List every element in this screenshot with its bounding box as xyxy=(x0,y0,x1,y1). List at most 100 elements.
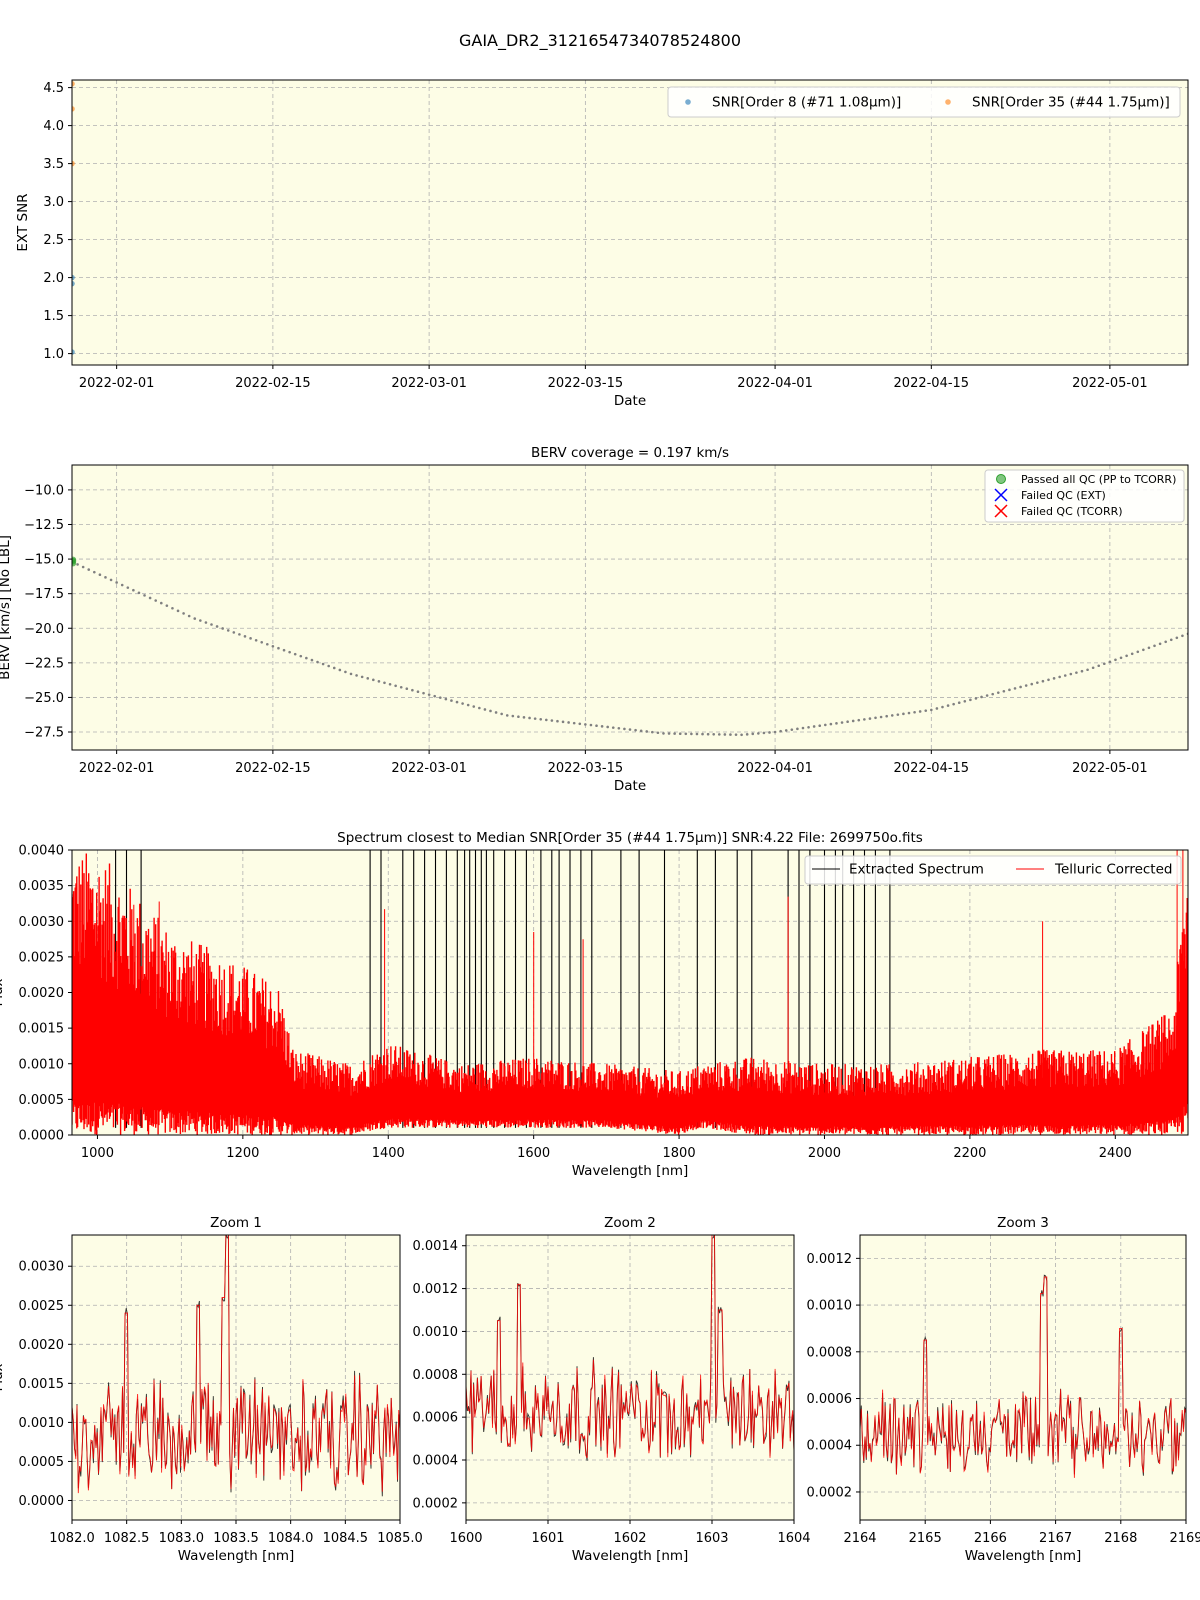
berv-curve-dot xyxy=(768,731,771,734)
berv-curve-dot xyxy=(885,714,888,718)
zoom1-ytick-label: 0.0015 xyxy=(19,1377,65,1392)
berv-curve-dot xyxy=(611,726,615,729)
berv-curve-dot xyxy=(511,714,515,718)
zoom2-panel: 1600 1601 1602 1603 1604 0.0002 0.0004 0.0006 0.… xyxy=(413,1215,811,1564)
berv-curve-dot xyxy=(695,732,699,736)
snr-marks xyxy=(72,81,75,355)
berv-curve-dot xyxy=(517,715,520,718)
berv-curve-dot xyxy=(796,727,799,731)
berv-curve-dot xyxy=(578,722,582,726)
berv-curve-dot xyxy=(980,695,983,699)
zoom2-xtick-label: 1600 xyxy=(449,1531,482,1546)
berv-curve-dot xyxy=(349,672,353,676)
berv-curve-dot xyxy=(762,731,766,735)
spectrum-ytick-label: 0.0000 xyxy=(19,1129,65,1144)
berv-curve-dot xyxy=(372,678,375,682)
berv-curve-dot xyxy=(193,617,197,620)
berv-curve-dot xyxy=(115,581,118,584)
berv-curve-dot xyxy=(952,702,955,706)
berv-curve-dot xyxy=(723,733,727,736)
zoom3-ytick-label: 0.0006 xyxy=(807,1392,853,1407)
berv-legend-label: Passed all QC (PP to TCORR) xyxy=(1021,473,1176,486)
snr-xtick-label: 2022-04-15 xyxy=(894,376,970,391)
zoom2-marks xyxy=(466,1235,794,1461)
berv-curve-dot xyxy=(1041,679,1045,683)
zoom3-ytick-label: 0.0004 xyxy=(807,1439,853,1454)
berv-curve-dot xyxy=(93,570,96,574)
berv-curve-dot xyxy=(522,716,526,719)
berv-curve-dot xyxy=(957,701,961,705)
berv-curve-dot xyxy=(1147,646,1151,650)
berv-curve-dot xyxy=(1008,688,1011,692)
berv-curve-dot xyxy=(1103,662,1106,666)
berv-curve-dot xyxy=(383,681,386,685)
berv-curve-dot xyxy=(751,732,755,736)
berv-legend-label: Failed QC (TCORR) xyxy=(1021,505,1123,518)
berv-curve-dot xyxy=(399,685,403,689)
berv-curve-dot xyxy=(1142,648,1145,652)
berv-curve-dot xyxy=(913,710,916,714)
berv-curve-dot xyxy=(444,697,448,701)
berv-curve-dot xyxy=(226,629,230,632)
spectrum-frame xyxy=(71,849,1189,1136)
snr-xtick-label: 2022-05-01 xyxy=(1072,376,1148,391)
berv-curve-dot xyxy=(377,680,381,683)
zoom3-title: Zoom 3 xyxy=(997,1215,1049,1231)
berv-ytick-label: −22.5 xyxy=(24,656,64,671)
snr-point xyxy=(72,160,75,167)
berv-curve-dot xyxy=(438,696,442,699)
berv-curve-dot xyxy=(238,633,241,636)
berv-marks xyxy=(72,556,1188,737)
berv-curve-dot xyxy=(187,614,191,618)
berv-curve-dot xyxy=(606,725,609,729)
berv-curve-dot xyxy=(896,713,900,716)
berv-curve-dot xyxy=(974,697,978,700)
berv-curve-dot xyxy=(254,639,258,642)
berv-curve-dot xyxy=(433,694,437,698)
berv-curve-dot xyxy=(1181,634,1184,638)
snr-legend-marker xyxy=(945,99,951,105)
berv-curve-dot xyxy=(1153,644,1156,648)
berv-curve-dot xyxy=(662,732,665,735)
berv-curve-dot xyxy=(1075,671,1078,674)
zoom1-xtick-label: 1084.5 xyxy=(323,1531,369,1546)
berv-ytick-label: −15.0 xyxy=(24,553,64,568)
berv-curve-dot xyxy=(1002,689,1006,693)
berv-curve-dot xyxy=(1024,684,1028,687)
zoom3-xtick-label: 2167 xyxy=(1039,1531,1072,1546)
berv-curve-dot xyxy=(271,644,275,648)
berv-curve-dot xyxy=(656,731,660,735)
berv-curve-dot xyxy=(1136,650,1140,654)
berv-curve-dot xyxy=(461,702,464,705)
snr-ytick-label: 1.0 xyxy=(43,347,64,362)
berv-title: BERV coverage = 0.197 km/s xyxy=(531,445,729,461)
zoom3-frame xyxy=(859,1234,1187,1521)
snr-xlabel: Date xyxy=(614,393,646,409)
berv-curve-dot xyxy=(533,717,537,720)
zoom3-panel: 2164 2165 2166 2167 2168 2169 0.0002 0.0004 0.00… xyxy=(807,1215,1200,1564)
berv-curve-dot xyxy=(1013,687,1017,690)
snr-ytick-label: 2.0 xyxy=(43,271,64,286)
snr-point xyxy=(72,274,75,281)
berv-curve-dot xyxy=(98,573,102,577)
zoom1-ytick-label: 0.0025 xyxy=(19,1299,65,1314)
berv-curve-dot xyxy=(1114,658,1117,662)
berv-curve-dot xyxy=(355,674,358,677)
berv-curve-dot xyxy=(360,675,364,679)
berv-xtick-label: 2022-04-15 xyxy=(894,761,970,776)
zoom2-xtick-label: 1603 xyxy=(695,1531,728,1546)
berv-curve-dot xyxy=(1130,652,1134,656)
berv-curve-dot xyxy=(651,730,654,734)
berv-curve-dot xyxy=(249,637,252,640)
snr-xtick-label: 2022-02-15 xyxy=(235,376,311,391)
zoom2-ytick-label: 0.0010 xyxy=(413,1325,459,1340)
berv-xtick-label: 2022-05-01 xyxy=(1072,761,1148,776)
berv-curve-dot xyxy=(76,563,79,566)
berv-curve-dot xyxy=(678,732,682,735)
berv-passed-point xyxy=(72,560,77,567)
spectrum-ytick-label: 0.0030 xyxy=(19,915,65,930)
zoom3-ytick-label: 0.0008 xyxy=(807,1345,853,1360)
zoom1-xtick-label: 1082.0 xyxy=(49,1531,95,1546)
berv-curve-dot xyxy=(1108,660,1112,664)
spectrum-xtick-label: 1600 xyxy=(517,1146,550,1161)
